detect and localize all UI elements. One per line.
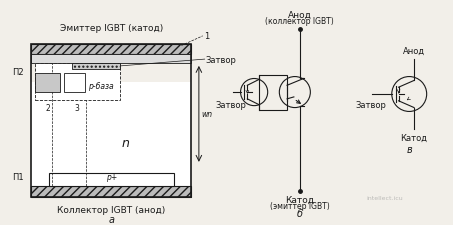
Bar <box>35 73 60 93</box>
Bar <box>64 73 86 93</box>
Text: а: а <box>108 214 114 224</box>
Bar <box>31 44 191 55</box>
Text: П2: П2 <box>12 68 24 77</box>
Text: в: в <box>406 145 412 155</box>
Text: wn: wn <box>202 110 213 119</box>
Text: Эмиттер IGBT (катод): Эмиттер IGBT (катод) <box>59 24 163 33</box>
Text: р-база: р-база <box>88 81 114 90</box>
Text: 2: 2 <box>45 104 50 112</box>
Text: (эмиттер IGBT): (эмиттер IGBT) <box>270 201 330 210</box>
Text: р+: р+ <box>106 172 117 181</box>
Text: 3: 3 <box>74 104 79 112</box>
Text: р': р' <box>44 78 51 87</box>
Text: б: б <box>297 208 303 218</box>
Bar <box>31 55 191 64</box>
Text: Затвор: Затвор <box>355 100 386 109</box>
Bar <box>31 83 191 186</box>
Text: n+: n+ <box>36 55 47 64</box>
Text: Коллектор IGBT (анод): Коллектор IGBT (анод) <box>57 205 165 214</box>
Text: Катод: Катод <box>400 133 428 142</box>
Text: Затвор: Затвор <box>206 55 236 64</box>
Text: (коллектор IGBT): (коллектор IGBT) <box>265 17 334 26</box>
Text: intellect.icu: intellect.icu <box>366 195 403 200</box>
Text: Затвор: Затвор <box>216 100 246 109</box>
Bar <box>31 44 191 197</box>
Bar <box>35 64 120 100</box>
Text: П3: П3 <box>69 78 80 87</box>
Text: П1: П1 <box>12 172 24 181</box>
Text: 1: 1 <box>204 32 209 41</box>
Bar <box>31 186 191 197</box>
Text: Катод: Катод <box>285 195 314 204</box>
Text: Анод: Анод <box>403 47 425 56</box>
Text: n: n <box>122 137 130 150</box>
Text: Анод: Анод <box>288 11 312 20</box>
Bar <box>259 75 287 110</box>
Bar <box>48 174 173 186</box>
Bar <box>72 64 120 70</box>
